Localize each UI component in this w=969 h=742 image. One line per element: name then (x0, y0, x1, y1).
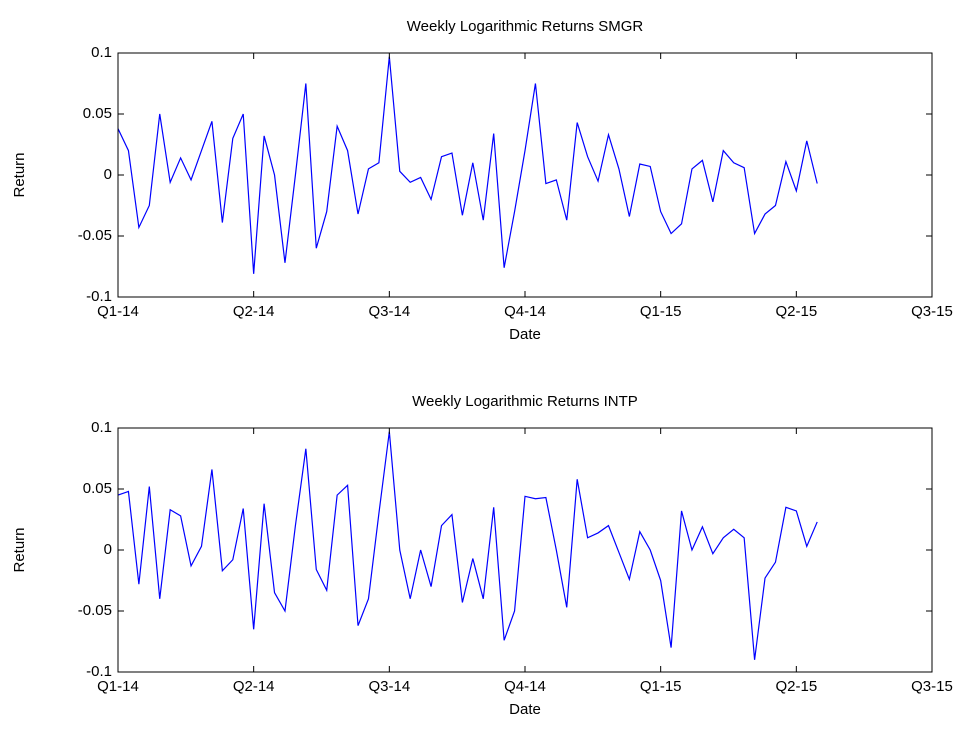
plot-area (118, 53, 932, 297)
x-tick-label: Q3-15 (911, 678, 953, 695)
x-tick-label: Q4-14 (504, 303, 546, 320)
y-tick-label: 0.1 (91, 419, 112, 436)
y-tick-label: 0 (104, 166, 112, 183)
x-tick-label: Q1-14 (97, 678, 139, 695)
chart-title: Weekly Logarithmic Returns SMGR (407, 18, 644, 35)
x-tick-label: Q2-15 (775, 303, 817, 320)
y-tick-label: 0 (104, 541, 112, 558)
y-tick-label: 0.05 (83, 480, 112, 497)
x-tick-label: Q3-15 (911, 303, 953, 320)
x-axis-label: Date (509, 326, 541, 343)
x-tick-label: Q1-14 (97, 303, 139, 320)
y-tick-label: -0.1 (86, 288, 112, 305)
x-tick-label: Q2-14 (233, 678, 275, 695)
plot-area (118, 428, 932, 672)
x-axis-label: Date (509, 701, 541, 718)
x-tick-label: Q2-14 (233, 303, 275, 320)
y-tick-label: -0.05 (78, 227, 112, 244)
y-tick-label: -0.1 (86, 663, 112, 680)
y-tick-label: 0.1 (91, 44, 112, 61)
data-line (117, 431, 818, 660)
chart-title: Weekly Logarithmic Returns INTP (412, 393, 638, 410)
x-tick-label: Q2-15 (775, 678, 817, 695)
y-tick-label: -0.05 (78, 602, 112, 619)
x-tick-label: Q3-14 (368, 678, 410, 695)
x-tick-label: Q1-15 (640, 303, 682, 320)
y-axis-label: Return (11, 152, 28, 197)
x-tick-label: Q3-14 (368, 303, 410, 320)
y-axis-label: Return (11, 527, 28, 572)
x-tick-label: Q4-14 (504, 678, 546, 695)
data-line (117, 56, 818, 274)
y-tick-label: 0.05 (83, 105, 112, 122)
x-tick-label: Q1-15 (640, 678, 682, 695)
